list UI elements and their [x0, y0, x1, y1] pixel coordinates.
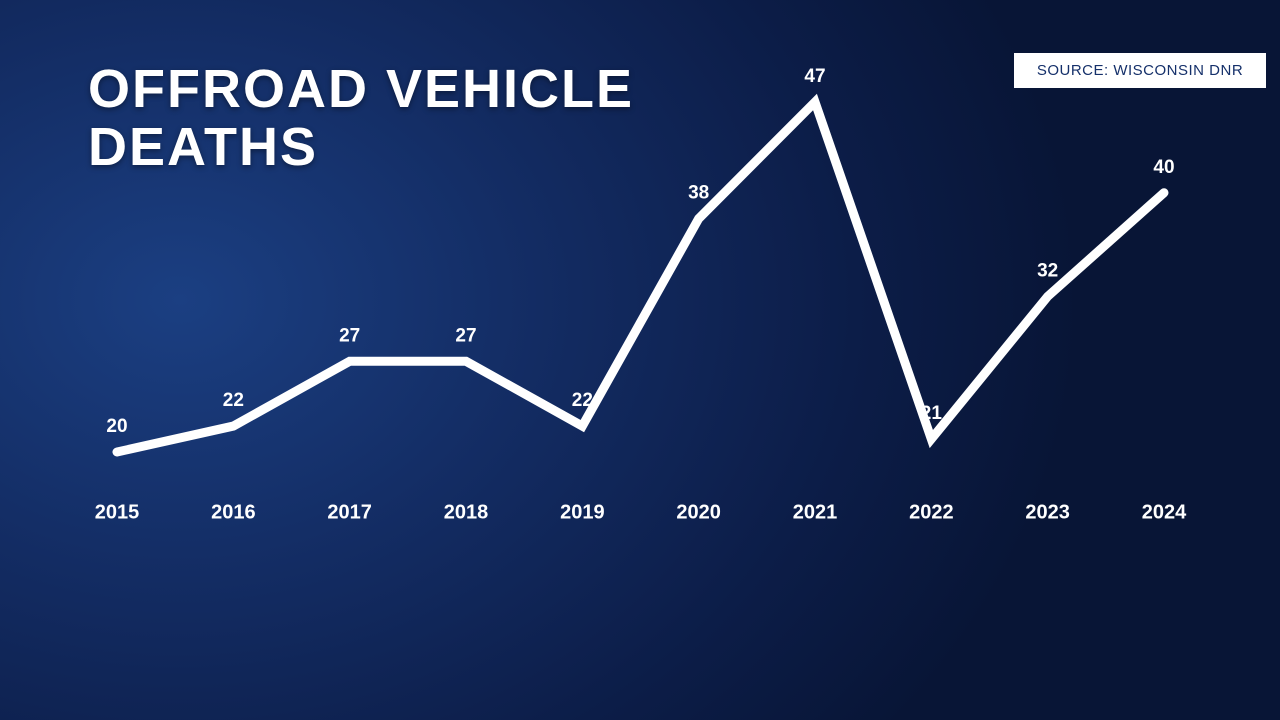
x-tick-label: 2015: [95, 501, 140, 523]
data-label: 22: [572, 390, 593, 411]
x-tick-label: 2022: [909, 501, 954, 523]
x-tick-label: 2023: [1025, 501, 1070, 523]
data-label: 38: [688, 183, 709, 204]
line: [112, 93, 1169, 457]
x-tick-label: 2019: [560, 501, 605, 523]
x-tick-label: 2018: [444, 501, 489, 523]
data-label: 32: [1037, 260, 1058, 281]
data-label: 22: [223, 390, 244, 411]
data-label: 40: [1153, 157, 1174, 178]
x-tick-label: 2016: [211, 501, 256, 523]
x-tick-label: 2024: [1142, 501, 1187, 523]
x-tick-label: 2021: [793, 501, 838, 523]
data-label: 20: [106, 416, 127, 437]
data-label: 21: [921, 403, 943, 424]
x-tick-label: 2020: [676, 501, 721, 523]
source-label: SOURCE: WISCONSIN DNR: [1014, 53, 1266, 88]
data-label: 27: [455, 325, 476, 346]
data-label: 47: [804, 66, 825, 87]
data-label: 27: [339, 325, 360, 346]
x-tick-label: 2017: [327, 501, 372, 523]
chart-title: OFFROAD VEHICLE DEATHS: [88, 59, 635, 177]
